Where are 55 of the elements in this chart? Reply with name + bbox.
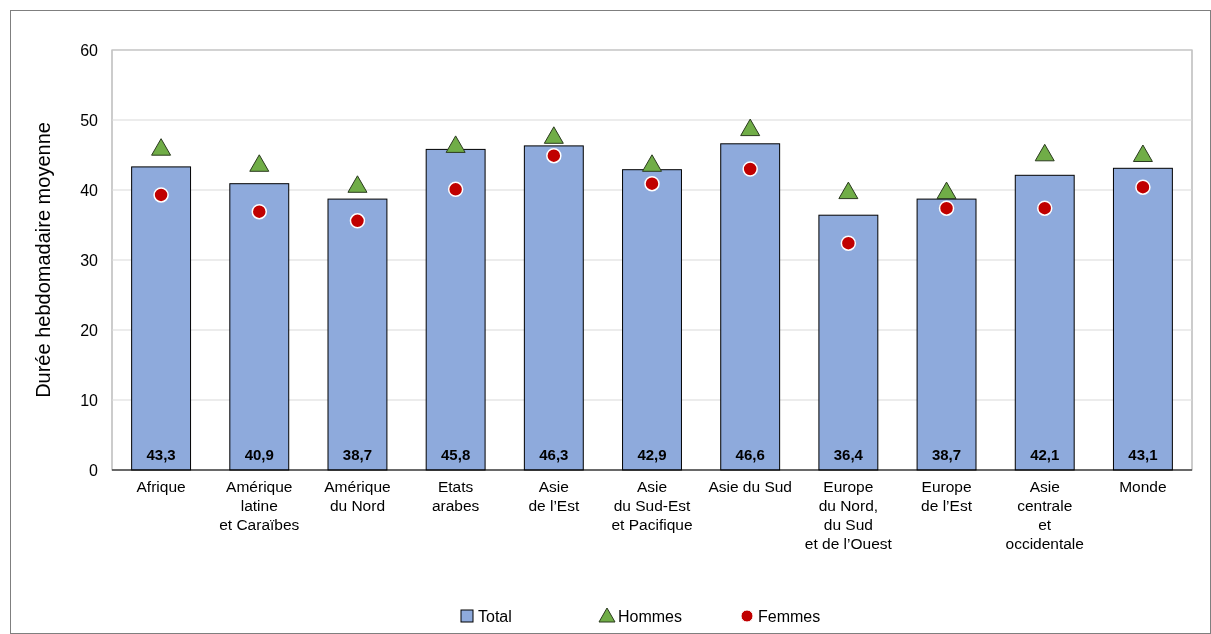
y-tick-label: 50 — [80, 111, 99, 129]
point — [1036, 200, 1053, 216]
y-tick-label: 60 — [80, 41, 99, 59]
data-label: 36,4 — [833, 446, 864, 463]
data-label: 46,6 — [735, 446, 765, 463]
point — [249, 154, 270, 172]
x-tick-label: Europe de l’Est — [921, 478, 973, 514]
data-label: 40,9 — [244, 446, 274, 463]
point — [445, 135, 466, 153]
point — [840, 235, 857, 251]
point — [936, 181, 957, 200]
legend-label: Femmes — [758, 607, 821, 625]
data-label: 43,1 — [1128, 446, 1158, 463]
data-label: 42,9 — [637, 446, 667, 463]
point — [642, 154, 662, 172]
point — [251, 203, 268, 220]
data-label: 46,3 — [539, 446, 569, 463]
point — [742, 161, 758, 177]
point — [349, 213, 366, 229]
data-label: 38,7 — [931, 446, 962, 463]
y-tick-label: 20 — [80, 321, 99, 339]
legend-label: Hommes — [618, 607, 683, 625]
x-tick-label: Europe du Nord, du Sud et de l’Ouest — [804, 478, 893, 552]
y-tick-label: 0 — [89, 461, 99, 479]
point — [151, 138, 172, 156]
x-tick-label: Amérique du Nord — [324, 478, 391, 514]
point — [838, 181, 859, 200]
x-tick-label: Afrique — [136, 478, 186, 495]
y-tick-label: 40 — [80, 181, 99, 199]
x-tick-label: Etats arabes — [431, 478, 480, 514]
point — [543, 126, 564, 144]
point — [1135, 179, 1151, 195]
y-tick-label: 30 — [80, 251, 99, 269]
x-tick-label: Asie centrale et occidentale — [1005, 478, 1084, 552]
point — [347, 175, 368, 193]
x-tick-label: Asie du Sud — [708, 478, 792, 495]
x-tick-label: Asie du Sud-Est et Pacifique — [611, 478, 693, 533]
x-tick-label: Amérique latine et Caraïbes — [219, 478, 300, 533]
y-tick-label: 10 — [80, 391, 99, 409]
point — [1132, 144, 1153, 162]
data-label: 42,1 — [1030, 446, 1060, 463]
point — [1034, 143, 1055, 162]
legend-label: Total — [478, 607, 512, 625]
y-axis-title: Durée hebdomadaire moyenne — [32, 122, 54, 398]
point — [740, 118, 761, 137]
data-label: 45,8 — [441, 446, 471, 463]
point — [153, 187, 169, 203]
data-label: 38,7 — [342, 446, 373, 463]
point — [938, 200, 955, 216]
x-tick-label: Asie de l’Est — [528, 478, 580, 514]
data-label: 43,3 — [146, 446, 176, 463]
point — [447, 181, 464, 198]
point — [644, 175, 660, 192]
point — [546, 147, 562, 164]
x-tick-label: Monde — [1119, 478, 1167, 495]
